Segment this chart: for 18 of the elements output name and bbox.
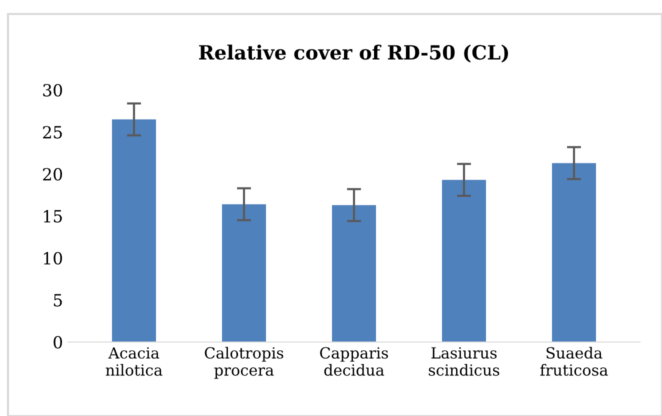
chart-title: Relative cover of RD-50 (CL) xyxy=(199,44,508,62)
bar xyxy=(552,163,596,342)
y-tick-label: 0 xyxy=(54,336,62,349)
bar xyxy=(222,204,266,342)
y-tick-label: 10 xyxy=(44,252,62,265)
y-tick-label: 15 xyxy=(44,210,62,223)
bar xyxy=(332,205,376,342)
x-tick-label: Calotropis procera xyxy=(204,346,284,379)
x-tick-label: Acacia nilotica xyxy=(106,347,162,376)
bar xyxy=(112,119,156,342)
x-tick-label: Capparis decidua xyxy=(320,347,388,376)
y-tick-label: 30 xyxy=(43,84,62,97)
y-tick-label: 5 xyxy=(54,294,62,307)
x-tick-label: Lasiurus scindicus xyxy=(428,347,500,376)
x-tick-label: Suaeda fruticosa xyxy=(540,346,608,376)
y-tick-label: 25 xyxy=(43,126,62,139)
y-tick-label: 20 xyxy=(43,168,62,181)
bar xyxy=(442,180,486,342)
